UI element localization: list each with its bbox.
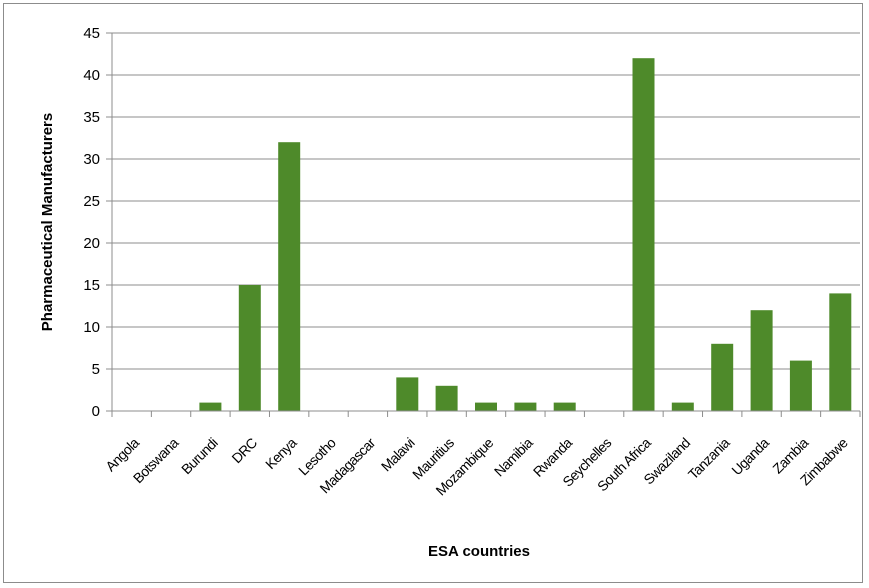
y-tick-label: 15 bbox=[83, 277, 100, 294]
y-tick-label: 25 bbox=[83, 193, 100, 210]
y-tick-label: 5 bbox=[92, 361, 100, 378]
x-axis-title: ESA countries bbox=[428, 543, 530, 560]
gridlines bbox=[106, 32, 860, 412]
bar-namibia bbox=[514, 402, 537, 411]
bar-burundi bbox=[199, 402, 222, 411]
y-tick-label: 35 bbox=[83, 109, 100, 126]
bar-zambia bbox=[789, 360, 812, 411]
x-tick-label: DRC bbox=[228, 434, 260, 466]
y-axis-title: Pharmaceutical Manufacturers bbox=[39, 113, 56, 331]
bar-tanzania bbox=[711, 343, 734, 411]
y-tick-label: 45 bbox=[83, 25, 100, 42]
x-tick-label: Namibia bbox=[491, 434, 536, 479]
x-tick-label: Burundi bbox=[178, 434, 221, 477]
bar-kenya bbox=[278, 142, 301, 411]
x-tick-label: Kenya bbox=[262, 434, 300, 472]
y-tick-labels: 0 5 10 15 20 25 30 35 40 45 bbox=[83, 25, 100, 420]
bar-malawi bbox=[396, 377, 419, 411]
chart-frame bbox=[3, 3, 863, 583]
x-tick-label: Tanzania bbox=[685, 434, 733, 482]
bar-uganda bbox=[750, 310, 773, 411]
y-tick-label: 30 bbox=[83, 151, 100, 168]
bar-mauritius bbox=[435, 385, 458, 411]
bars bbox=[199, 58, 852, 411]
bar-drc bbox=[238, 285, 261, 411]
x-tick-label: Uganda bbox=[728, 434, 772, 478]
bar-rwanda bbox=[553, 402, 576, 411]
y-tick-label: 40 bbox=[83, 67, 100, 84]
y-tick-label: 0 bbox=[92, 403, 100, 420]
bar-mozambique bbox=[475, 402, 497, 411]
axes bbox=[111, 33, 861, 417]
bar-zimbabwe bbox=[829, 293, 852, 411]
y-tick-label: 20 bbox=[83, 235, 100, 252]
bar-south-africa bbox=[632, 58, 655, 411]
y-tick-label: 10 bbox=[83, 319, 100, 336]
bar-swaziland bbox=[671, 402, 694, 411]
